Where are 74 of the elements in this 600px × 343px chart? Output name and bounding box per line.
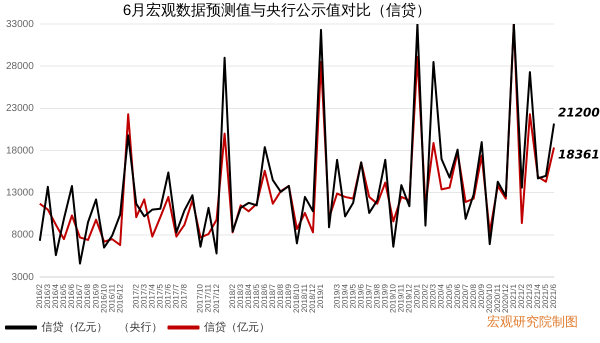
- x-tick-label: 2020/11: [492, 284, 502, 312]
- y-tick-label: 13000: [6, 187, 34, 198]
- x-tick-label: 2017/4: [147, 284, 156, 309]
- data-label: 18361: [558, 148, 600, 162]
- legend-label: 信贷（亿元） （央行）: [42, 320, 162, 334]
- x-tick-label: 2020/6: [452, 284, 462, 309]
- x-tick-label: 2018/11: [300, 284, 310, 312]
- chart-title: 6月宏观数据预测值与央行公示值对比（信贷）: [122, 2, 432, 20]
- x-tick-label: 2018/12: [308, 284, 318, 314]
- x-tick-label: 2016/12: [115, 284, 124, 314]
- x-tick-label: 2021/2: [517, 284, 526, 309]
- x-tick-label: 2016/9: [91, 284, 100, 309]
- x-tick-label: 2016/7: [75, 284, 84, 309]
- x-tick-label: 2020/2: [420, 284, 430, 309]
- x-tick-label: 2017/3: [139, 284, 148, 309]
- x-tick-label: 2019/1: [316, 284, 326, 309]
- x-tick-label: 2016/2: [35, 284, 44, 309]
- x-tick-label: 2019/6: [356, 284, 366, 309]
- x-tick-label: 2016/5: [59, 284, 68, 309]
- x-tick-label: 2020/12: [501, 284, 510, 314]
- x-tick-label: 2019/5: [348, 284, 358, 309]
- x-tick-label: 2021/6: [549, 284, 558, 309]
- x-tick-label: 2016/4: [51, 284, 60, 309]
- x-tick-label: 2021/5: [541, 284, 550, 309]
- x-tick-label: 2018/10: [292, 284, 302, 314]
- x-tick-label: 2020/4: [436, 284, 446, 309]
- x-tick-label: 2018/6: [260, 284, 269, 309]
- x-tick-label: 2017/11: [204, 284, 213, 312]
- x-tick-label: 2018/4: [244, 284, 253, 309]
- x-tick-label: 2017/12: [212, 284, 221, 314]
- x-tick-label: 2017/8: [180, 284, 189, 309]
- x-tick-label: 2016/6: [67, 284, 76, 309]
- x-tick-label: 2020/1: [412, 284, 422, 309]
- x-tick-label: 2016/11: [107, 284, 116, 312]
- x-tick-label: 2018/9: [284, 284, 294, 309]
- x-tick-label: 2016/3: [43, 284, 52, 309]
- y-tick-label: 23000: [6, 103, 34, 114]
- x-tick-label: 2016/10: [99, 284, 108, 314]
- x-tick-label: 2017/7: [172, 284, 181, 309]
- x-tick-label: 2019/3: [332, 284, 342, 309]
- x-tick-label: 2020/5: [444, 284, 454, 309]
- x-tick-label: 2019/12: [404, 284, 414, 314]
- x-tick-label: 2019/10: [388, 284, 398, 314]
- x-tick-label: 2016/8: [83, 284, 92, 309]
- text: 宏观研究院制图: [487, 314, 578, 331]
- x-tick-label: 2019/7: [364, 284, 374, 309]
- x-tick-label: 2018/8: [276, 284, 286, 309]
- x-tick-label: 2020/3: [428, 284, 438, 309]
- x-tick-label: 2019/4: [340, 284, 350, 309]
- x-tick-label: 2020/9: [476, 284, 486, 309]
- x-tick-label: 2020/7: [460, 284, 470, 309]
- x-tick-label: 2019/8: [372, 284, 382, 309]
- x-tick-label: 2018/2: [228, 284, 237, 309]
- x-tick-label: 2021/3: [525, 284, 534, 309]
- y-tick-label: 8000: [12, 230, 34, 241]
- y-tick-label: 18000: [6, 145, 34, 156]
- data-label: 21200: [558, 106, 600, 120]
- x-tick-label: 2019/11: [396, 284, 406, 312]
- y-tick-label: 28000: [6, 60, 34, 72]
- x-tick-label: 2018/3: [236, 284, 245, 309]
- x-tick-label: 2020/10: [484, 284, 494, 314]
- x-tick-label: 2019/9: [380, 284, 390, 309]
- x-tick-label: 2021/4: [533, 284, 542, 309]
- x-tick-label: 2017/10: [196, 284, 205, 314]
- x-tick-label: 2017/2: [131, 284, 140, 309]
- x-tick-label: 2017/5: [156, 284, 165, 309]
- x-tick-label: 2018/7: [268, 284, 278, 309]
- y-tick-label: 33000: [6, 18, 34, 30]
- x-tick-label: 2017/6: [164, 284, 173, 309]
- x-tick-label: 2018/5: [252, 284, 261, 309]
- x-tick-label: 2020/8: [468, 284, 478, 309]
- legend-label: 信贷（亿元）: [204, 320, 270, 334]
- x-tick-label: 2021/1: [509, 284, 518, 309]
- y-tick-label: 3000: [12, 272, 34, 283]
